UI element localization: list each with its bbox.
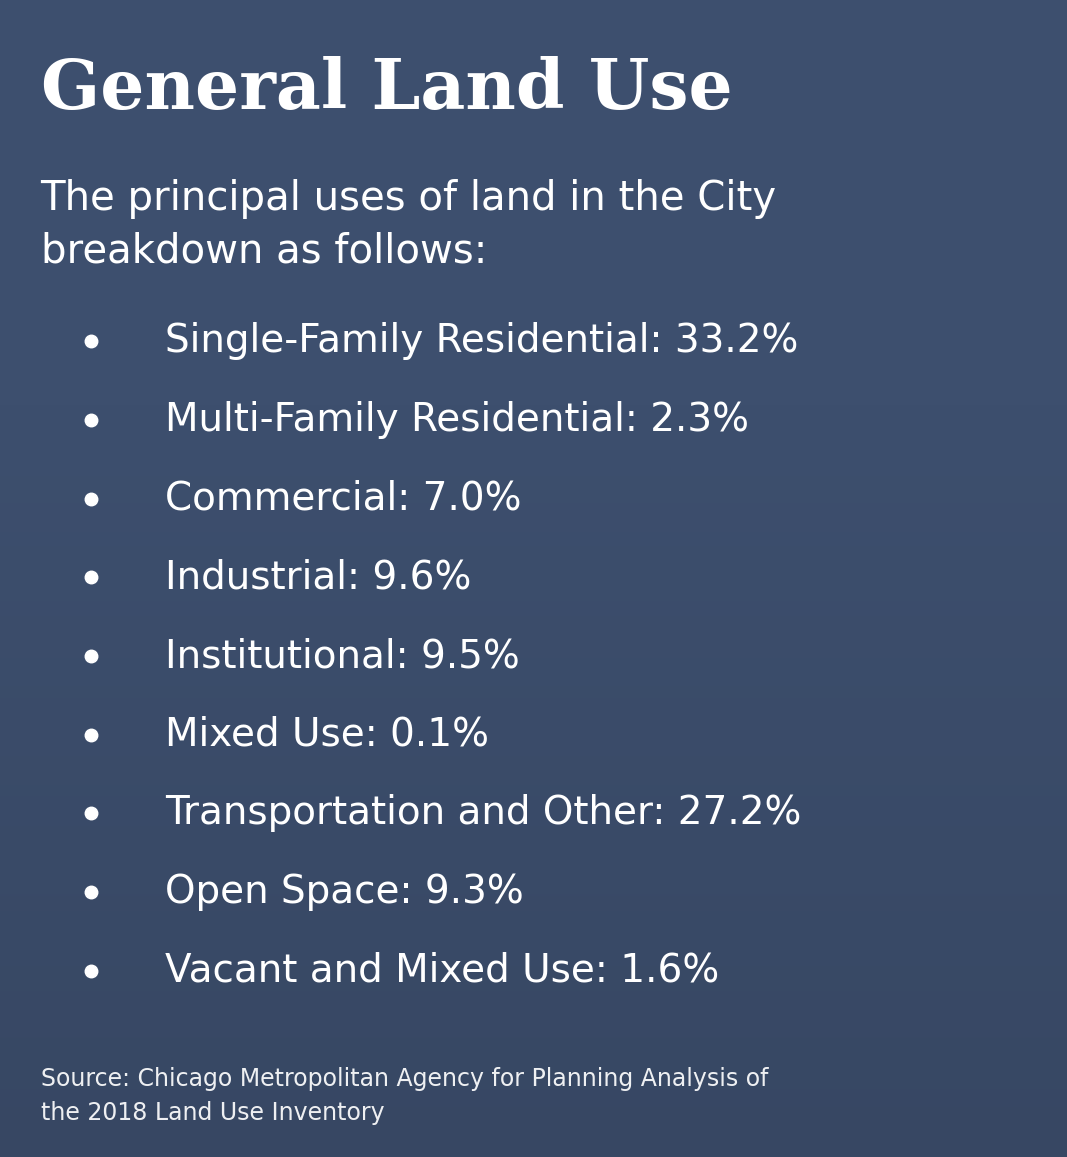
Text: Commercial: 7.0%: Commercial: 7.0% [165, 480, 522, 517]
Text: Multi-Family Residential: 2.3%: Multi-Family Residential: 2.3% [165, 401, 749, 439]
Text: Mixed Use: 0.1%: Mixed Use: 0.1% [165, 716, 490, 753]
Text: Vacant and Mixed Use: 1.6%: Vacant and Mixed Use: 1.6% [165, 952, 719, 989]
Text: Transportation and Other: 27.2%: Transportation and Other: 27.2% [165, 795, 801, 832]
Text: General Land Use: General Land Use [41, 56, 732, 123]
Text: Industrial: 9.6%: Industrial: 9.6% [165, 559, 472, 596]
Text: The principal uses of land in the City
breakdown as follows:: The principal uses of land in the City b… [41, 179, 777, 272]
Text: Source: Chicago Metropolitan Agency for Planning Analysis of
the 2018 Land Use I: Source: Chicago Metropolitan Agency for … [41, 1067, 768, 1125]
Text: Institutional: 9.5%: Institutional: 9.5% [165, 638, 520, 675]
Text: Single-Family Residential: 33.2%: Single-Family Residential: 33.2% [165, 323, 799, 360]
Text: Open Space: 9.3%: Open Space: 9.3% [165, 874, 524, 911]
